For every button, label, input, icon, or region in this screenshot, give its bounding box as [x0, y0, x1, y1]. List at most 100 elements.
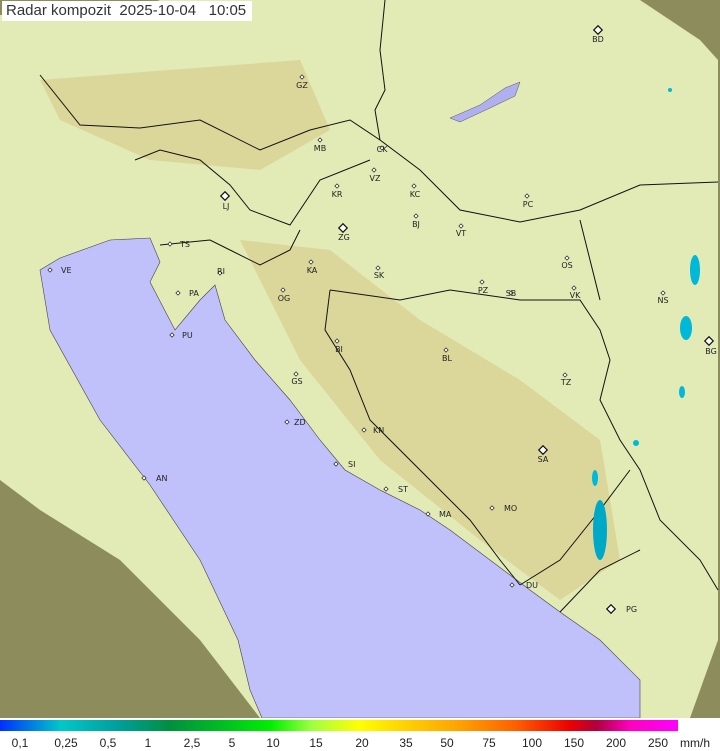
city-marker-pa	[175, 290, 181, 296]
legend-tick: 100	[521, 736, 543, 750]
adriatic-sea	[39, 237, 641, 718]
city-label: KC	[410, 190, 421, 199]
city-marker-an	[141, 475, 147, 481]
city-marker-gs	[293, 371, 299, 377]
legend-tick: 75	[482, 736, 496, 750]
city-marker-bd	[592, 24, 604, 36]
city-label: SA	[538, 455, 549, 464]
city-label: GS	[291, 377, 302, 386]
city-label: OG	[278, 294, 291, 303]
city-marker-kn	[361, 427, 367, 433]
city-marker-zd	[284, 419, 290, 425]
city-label: ZG	[338, 233, 350, 242]
city-label: KN	[373, 426, 384, 435]
city-label: BD	[592, 35, 604, 44]
legend-tick: 20	[355, 736, 369, 750]
legend-unit: mm/h	[680, 736, 710, 750]
city-label: MB	[314, 144, 326, 153]
city-marker-bl	[443, 347, 449, 353]
city-label: ZD	[294, 418, 306, 427]
legend-tick: 1	[144, 736, 152, 750]
city-label: TZ	[560, 378, 572, 387]
city-label: OS	[561, 261, 572, 270]
legend-tick: 15	[309, 736, 323, 750]
city-marker-pc	[524, 193, 530, 199]
city-marker-vz	[371, 167, 377, 173]
city-label: CK	[377, 145, 389, 154]
city-marker-gz	[299, 74, 305, 80]
city-marker-si	[333, 461, 339, 467]
city-label: BI	[335, 345, 343, 354]
city-marker-bi	[334, 338, 340, 344]
map-title: Radar kompozit 2025-10-04 10:05	[2, 1, 253, 21]
city-label: BG	[705, 347, 717, 356]
city-label: SI	[348, 460, 355, 469]
city-marker-vt	[458, 223, 464, 229]
city-marker-kc	[411, 183, 417, 189]
city-label: NS	[657, 296, 668, 305]
city-marker-ck	[379, 145, 385, 151]
city-label: LJ	[223, 202, 230, 211]
city-marker-vk	[571, 285, 577, 291]
city-label: SK	[374, 271, 385, 280]
city-marker-mo	[489, 505, 495, 511]
city-marker-kr	[334, 183, 340, 189]
city-marker-ve	[47, 267, 53, 273]
city-label: PA	[189, 289, 199, 298]
legend-tick: 250	[647, 736, 669, 750]
legend-tick: 2,5	[183, 736, 201, 750]
legend-tick: 150	[563, 736, 585, 750]
city-label: KR	[332, 190, 343, 199]
city-marker-sa	[537, 444, 549, 456]
legend-tick: 0,25	[54, 736, 78, 750]
city-marker-pg	[605, 603, 617, 615]
city-label: VE	[61, 266, 72, 275]
city-marker-mb	[317, 137, 323, 143]
city-label: KA	[307, 266, 318, 275]
city-marker-ns	[660, 290, 666, 296]
city-markers: BD GZ MB CK VZ KR KC PC LJ BJ VT ZG TS VE KA SK OS RI PA OG…	[47, 24, 717, 615]
city-marker-ri	[217, 270, 223, 276]
city-label: AN	[156, 474, 167, 483]
precipitation-legend-bar	[0, 720, 678, 731]
legend-tick: 35	[399, 736, 413, 750]
legend-tick: 50	[440, 736, 454, 750]
terrain-hills	[40, 60, 620, 600]
city-label: PG	[626, 605, 637, 614]
city-marker-tz	[562, 372, 568, 378]
city-label: BJ	[412, 220, 420, 229]
city-label: DU	[526, 581, 538, 590]
city-marker-du	[509, 582, 515, 588]
city-marker-ma	[425, 511, 431, 517]
city-label: SB	[506, 289, 517, 298]
city-marker-bg	[703, 335, 715, 347]
city-label: BL	[442, 354, 452, 363]
radar-map[interactable]: BD GZ MB CK VZ KR KC PC LJ BJ VT ZG TS VE KA SK OS RI PA OG…	[0, 0, 720, 718]
city-marker-ts	[167, 241, 173, 247]
city-marker-bj	[413, 213, 419, 219]
city-label: MO	[504, 504, 517, 513]
city-label: PZ	[478, 286, 489, 295]
city-marker-ka	[308, 259, 314, 265]
city-label: RI	[217, 267, 225, 276]
city-marker-og	[280, 287, 286, 293]
city-marker-os	[564, 255, 570, 261]
city-label: VK	[570, 291, 581, 300]
rain-echoes	[592, 88, 700, 560]
city-marker-pu	[169, 332, 175, 338]
city-label: GZ	[296, 81, 308, 90]
legend-tick: 0,5	[99, 736, 117, 750]
city-marker-sb	[508, 290, 514, 296]
city-marker-pz	[479, 279, 485, 285]
city-label: MA	[439, 510, 452, 519]
city-marker-zg	[337, 222, 349, 234]
city-marker-lj	[219, 190, 231, 202]
city-label: PC	[523, 200, 534, 209]
city-label: ST	[398, 485, 408, 494]
legend-tick: 10	[266, 736, 280, 750]
legend-tick: 5	[228, 736, 236, 750]
city-label: TS	[179, 240, 190, 249]
borders	[39, 0, 719, 613]
city-label: PU	[182, 331, 193, 340]
city-marker-sk	[375, 265, 381, 271]
